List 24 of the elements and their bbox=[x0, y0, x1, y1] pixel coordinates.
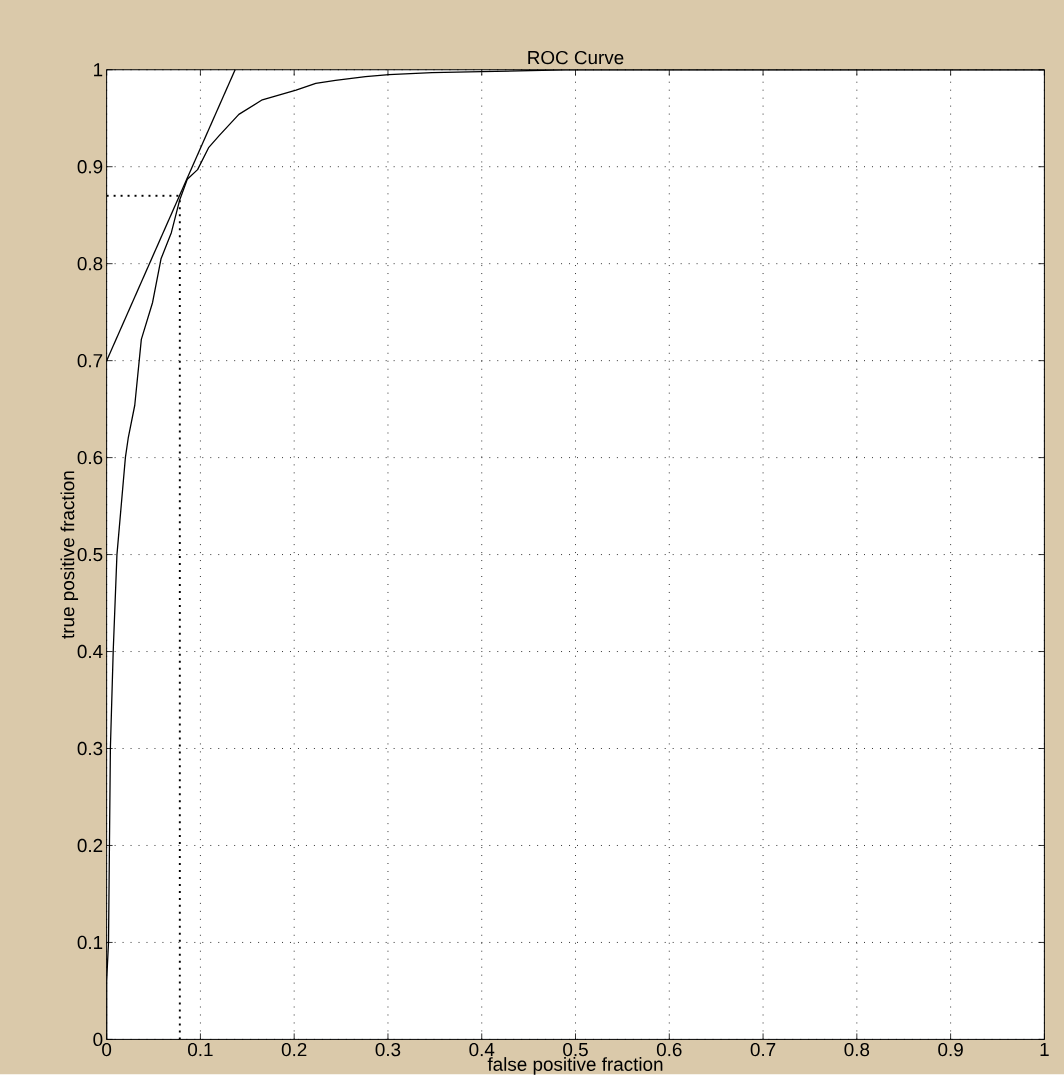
x-tick-label: 0.5 bbox=[562, 1042, 588, 1057]
y-tick-label: 0.2 bbox=[77, 838, 103, 853]
x-tick-label: 0.6 bbox=[656, 1042, 682, 1057]
y-tick-label: 0.1 bbox=[77, 935, 103, 950]
x-tick-label: 0.4 bbox=[469, 1042, 495, 1057]
y-tick-label: 0.3 bbox=[77, 741, 103, 756]
y-axis-title: true positive fraction bbox=[60, 471, 78, 639]
y-tick-label: 0.6 bbox=[77, 450, 103, 465]
x-tick-label: 0.8 bbox=[844, 1042, 869, 1057]
x-tick-label: 0.7 bbox=[750, 1042, 776, 1057]
x-tick-label: 0.3 bbox=[375, 1042, 401, 1057]
y-tick-label: 0.9 bbox=[77, 160, 103, 174]
x-tick-label: 0.9 bbox=[938, 1042, 963, 1057]
y-tick-label: 0 bbox=[93, 1032, 103, 1047]
y-tick-label: 0.7 bbox=[77, 353, 103, 368]
y-tick-label: 0.4 bbox=[77, 644, 103, 659]
chart-title: ROC Curve bbox=[528, 50, 624, 65]
y-tick-label: 1 bbox=[93, 63, 103, 77]
x-axis-title: false positive fraction bbox=[487, 1057, 663, 1075]
x-tick-label: 0.1 bbox=[187, 1042, 213, 1057]
y-tick-label: 0.5 bbox=[77, 547, 103, 562]
x-tick-label: 1 bbox=[1040, 1042, 1049, 1056]
x-tick-label: 0.2 bbox=[281, 1042, 307, 1057]
y-tick-label: 0.8 bbox=[77, 257, 103, 271]
